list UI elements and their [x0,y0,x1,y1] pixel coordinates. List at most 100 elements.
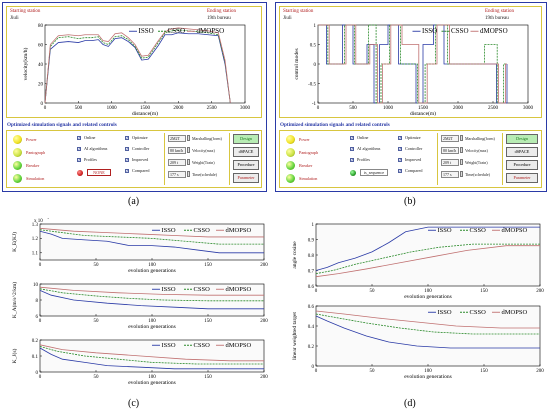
field-velocity[interactable]: 80 km/h [441,147,459,154]
checkbox-profiles[interactable]: ✓ [77,158,82,162]
checkbox-label: Profiles [84,157,98,162]
checkbox-label: Controller [405,146,423,151]
spin-button[interactable] [460,159,463,165]
lamp-breaker-icon [286,161,295,170]
button-design[interactable]: Design [233,134,259,144]
button-dspace[interactable]: dSPACE [506,147,538,157]
checkbox-optimize[interactable]: ✓ [398,136,403,140]
legend-label: ISSO [422,27,437,35]
spin-button[interactable] [187,147,190,153]
x-tick-label: 200 [536,289,544,294]
legend-label: CSSO [470,227,487,234]
x-tick-label: 150 [204,263,212,268]
series-line-dmopso [39,286,264,296]
y-tick-label: 0.6 [308,305,315,310]
controls-title-a: Optimized simulation signals and related… [7,122,117,128]
lamp-label: Breaker [299,163,313,168]
x-tick-label: 50 [370,369,376,374]
legend-label: ISSO [139,27,154,35]
field-weight[interactable]: 209 t [168,159,186,166]
lamp-pantograph-icon [13,148,22,157]
caption-b: (b) [404,196,416,207]
x-tick-label: 2500 [488,106,499,111]
x-tick-label: 50 [94,375,100,380]
checkbox-controller[interactable]: ✓ [398,147,403,151]
field-weight[interactable]: 209 t [441,159,459,166]
y-tick-label: 0 [314,63,317,68]
spin-button[interactable] [460,171,463,177]
x-axis-label: evolution generations [128,380,176,386]
y-tick-label: 1.1 [32,252,39,257]
field-marshalling[interactable]: 2M2T [168,135,186,142]
field-label: Velocity(max) [465,148,488,153]
checkbox-optimize[interactable]: ✓ [125,136,130,140]
y-tick-label: 0.5 [310,43,317,48]
button-parameter[interactable]: Parameter [233,173,259,183]
spin-button[interactable] [187,159,190,165]
field-time[interactable]: 177 s [441,171,459,178]
checkbox-online[interactable]: ✓ [77,136,82,140]
y-axis-label: K_E(KJ) [11,232,18,252]
panel-a-top: Starting station Jiuli Ending station 19… [6,6,262,118]
checkbox-compared[interactable]: ✓ [398,169,403,173]
field-marshalling[interactable]: 2M2T [441,135,459,142]
spin-button[interactable] [187,171,190,177]
checkbox-label: AI algorithms [357,146,381,151]
x-tick-label: 100 [148,375,156,380]
legend-label: dMOPSO [197,27,225,35]
field-time[interactable]: 177 s [168,171,186,178]
x-tick-label: 50 [94,319,100,324]
sequence-selector[interactable]: is_sequence [360,169,388,176]
checkbox-online[interactable]: ✓ [350,136,355,140]
y-tick-label: 60 [38,43,44,48]
x-tick-label: 200 [260,263,268,268]
lamp-power-icon [13,135,22,144]
checkbox-improved[interactable]: ✓ [125,158,130,162]
y-tick-label: 0.8 [308,254,315,259]
legend-label: CSSO [194,342,211,349]
button-procedure[interactable]: Procedure [506,160,538,170]
series-line-dmopso [39,227,264,238]
x-tick-label: 0 [44,106,47,111]
objectives-chart-d: 0 50 100 150 200 0.6 0.7 0.8 0.9 1 evolution gener… [292,223,544,380]
panel-b: Starting station Jiuli Ending station 19… [275,2,547,192]
button-parameter[interactable]: Parameter [506,173,538,183]
legend-label: dMOPSO [226,227,252,234]
red-indicator-icon [77,170,83,176]
x-axis-label: evolution generations [404,294,452,300]
checkbox-compared[interactable]: ✓ [125,169,130,173]
checkbox-improved[interactable]: ✓ [398,158,403,162]
spin-button[interactable] [460,135,463,141]
field-label: Time(schedule) [192,172,217,177]
checkbox-label: Online [357,135,369,140]
ending-station-label: Ending station [207,9,237,14]
x-tick-label: 150 [480,369,488,374]
spin-button[interactable] [460,147,463,153]
button-design[interactable]: Design [506,134,538,144]
legend-label: ISSO [162,286,176,293]
series-line-dmopso [39,344,264,362]
lamp-label: Pantograph [299,150,319,155]
field-velocity[interactable]: 80 km/h [168,147,186,154]
x-tick-label: 100 [148,263,156,268]
checkbox-controller[interactable]: ✓ [125,147,130,151]
spin-button[interactable] [187,135,190,141]
checkbox-ai-algorithms[interactable]: ✓ [77,147,82,151]
checkbox-profiles[interactable]: ✓ [350,158,355,162]
series-line-dmopso [318,24,507,104]
caption-d: (d) [404,398,416,409]
plot-frame [44,24,246,104]
y-tick-label: 80 [38,24,44,29]
x-tick-label: 0 [315,369,318,374]
checkbox-ai-algorithms[interactable]: ✓ [350,147,355,151]
x-tick-label: 100 [424,369,432,374]
checkbox-label: Improved [405,157,422,162]
x-tick-label: 150 [204,319,212,324]
none-selector[interactable]: NONE [87,169,111,176]
caption-a: (a) [128,196,140,207]
button-procedure[interactable]: Procedure [233,160,259,170]
x-tick-label: 0 [39,319,42,324]
y-tick-label: 6 [36,315,39,320]
legend-label: CSSO [168,27,186,35]
button-dspace[interactable]: dSPACE [233,147,259,157]
